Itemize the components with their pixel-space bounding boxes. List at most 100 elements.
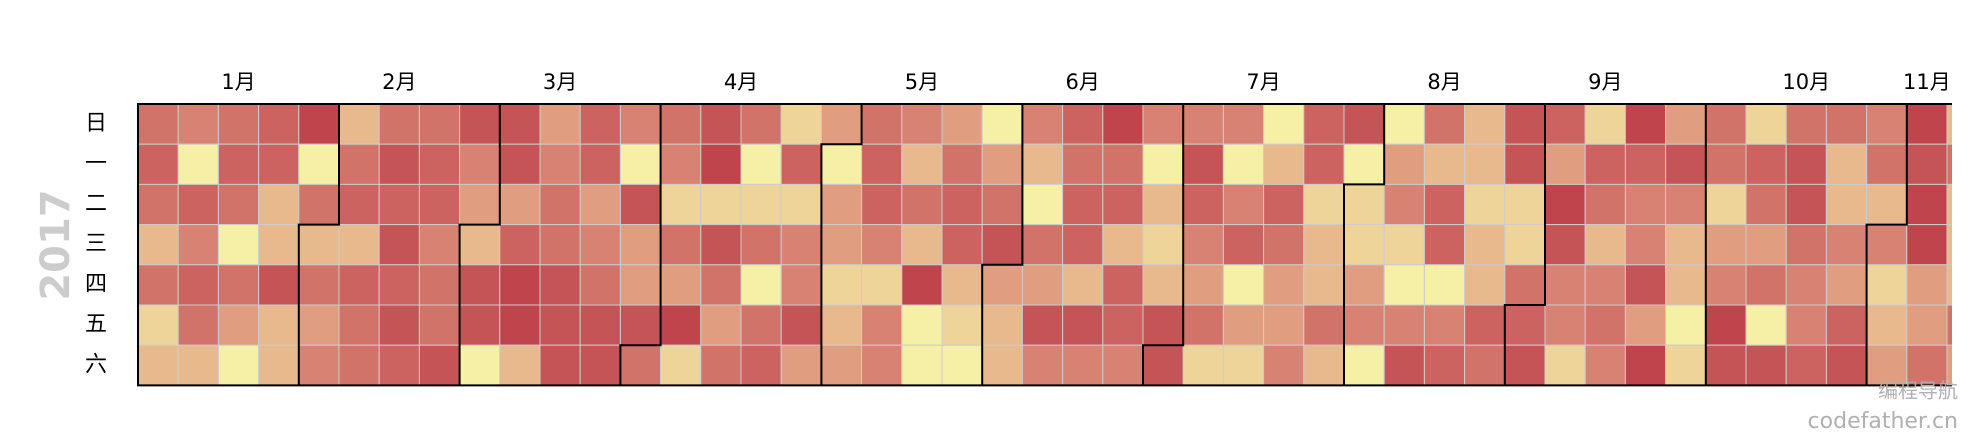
day-cell: [1665, 224, 1707, 266]
day-cell: [820, 224, 863, 266]
day-cell: [1062, 183, 1104, 226]
day-cell: [378, 264, 420, 306]
day-cell: [1866, 183, 1908, 226]
day-cell: [861, 143, 903, 185]
day-cell: [1142, 304, 1184, 346]
day-cell: [861, 103, 903, 145]
day-cell: [298, 183, 340, 226]
day-cell: [1665, 344, 1707, 386]
day-cell: [298, 344, 340, 386]
day-cell: [1866, 224, 1908, 266]
day-cell: [1906, 143, 1948, 185]
day-cell: [1745, 304, 1787, 346]
day-cell: [1745, 183, 1787, 226]
day-cell: [1021, 264, 1064, 306]
day-cell: [1825, 103, 1868, 145]
day-cell: [981, 344, 1023, 386]
day-cell: [780, 264, 822, 306]
day-cell: [1785, 224, 1827, 266]
day-cell: [298, 224, 340, 266]
day-cell: [619, 304, 662, 346]
day-label: 六: [85, 352, 107, 377]
day-cell: [1383, 344, 1425, 386]
day-cell: [1504, 344, 1546, 386]
day-label: 五: [85, 312, 107, 337]
day-cell: [539, 183, 581, 226]
month-label: 6月: [1066, 70, 1100, 94]
day-cell: [1182, 103, 1224, 145]
day-cell: [700, 183, 742, 226]
day-cell: [177, 304, 219, 346]
day-cell: [1383, 183, 1425, 226]
month-split: [1142, 104, 1185, 386]
day-cell: [1584, 183, 1626, 226]
day-cell: [1866, 103, 1908, 145]
day-cell: [418, 224, 461, 266]
day-cell: [1906, 344, 1948, 386]
day-cell: [1222, 224, 1265, 266]
day-cell: [338, 224, 380, 266]
day-cell: [700, 304, 742, 346]
day-cell: [1383, 264, 1425, 306]
day-cell: [1624, 224, 1667, 266]
day-label: 三: [85, 232, 107, 257]
month-split: [1503, 104, 1546, 386]
day-cell: [1504, 224, 1546, 266]
day-cell: [1665, 143, 1707, 185]
watermark: codefather.cn: [1808, 409, 1958, 434]
day-cell: [901, 224, 943, 266]
day-cell: [820, 103, 863, 145]
day-cell: [258, 264, 300, 306]
day-cell: [981, 264, 1023, 306]
day-cell: [820, 143, 863, 185]
day-cell: [820, 304, 863, 346]
day-cell: [378, 304, 420, 346]
day-cell: [1182, 224, 1224, 266]
day-cell: [539, 143, 581, 185]
month-label: 5月: [905, 70, 939, 94]
month-label: 10月: [1782, 70, 1830, 94]
day-cell: [1745, 143, 1787, 185]
day-cell: [539, 264, 581, 306]
day-cell: [1906, 224, 1948, 266]
day-cell: [177, 103, 219, 145]
day-cell: [1946, 264, 1952, 306]
day-cell: [1343, 224, 1385, 266]
day-cell: [1303, 103, 1345, 145]
day-cell: [217, 183, 260, 226]
day-cell: [1142, 344, 1184, 386]
day-cell: [418, 143, 461, 185]
day-cell: [1423, 143, 1466, 185]
day-cell: [1825, 143, 1868, 185]
day-cell: [1062, 304, 1104, 346]
day-cell: [1464, 264, 1506, 306]
day-cell: [901, 143, 943, 185]
day-cell: [1303, 344, 1345, 386]
day-cell: [1785, 264, 1827, 306]
day-cell: [1102, 304, 1144, 346]
day-cell: [1263, 344, 1305, 386]
day-label: 日: [85, 111, 107, 136]
day-cell: [1222, 103, 1265, 145]
day-cell: [1343, 183, 1385, 226]
day-cell: [941, 103, 983, 145]
day-cell: [177, 143, 219, 185]
day-cell: [217, 264, 260, 306]
day-cell: [1946, 304, 1952, 346]
day-cell: [1745, 224, 1787, 266]
day-cell: [258, 344, 300, 386]
day-cell: [1946, 143, 1952, 185]
day-cell: [1423, 264, 1466, 306]
day-cell: [1624, 264, 1667, 306]
day-cell: [619, 103, 662, 145]
day-cell: [1263, 183, 1305, 226]
day-cell: [459, 344, 501, 386]
day-cell: [217, 143, 260, 185]
day-cell: [1021, 224, 1064, 266]
day-cell: [1263, 224, 1305, 266]
day-cell: [861, 304, 903, 346]
day-cell: [298, 264, 340, 306]
day-cell: [1624, 143, 1667, 185]
day-cell: [1021, 183, 1064, 226]
day-cell: [1624, 183, 1667, 226]
